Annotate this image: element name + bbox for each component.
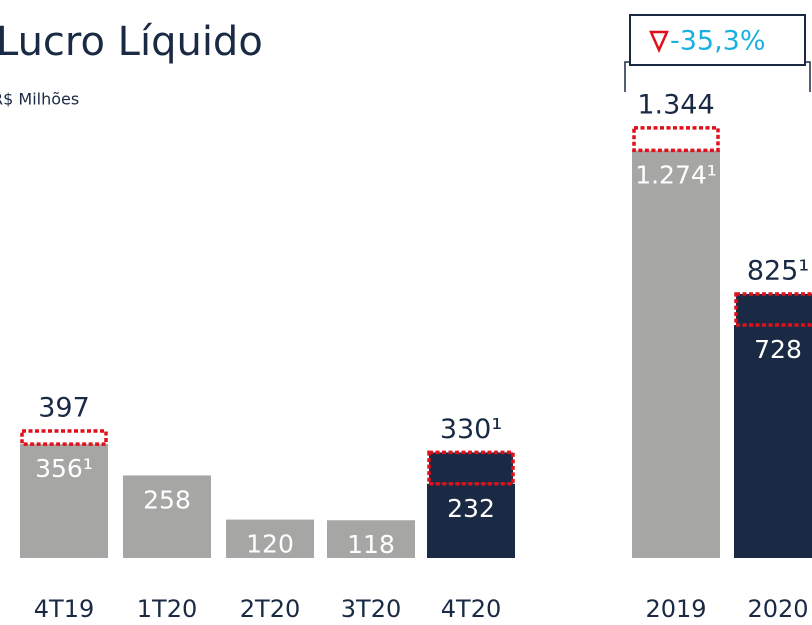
difference-box	[632, 126, 720, 153]
value-label: 232	[447, 494, 495, 523]
difference-box	[427, 450, 515, 486]
callout-box	[629, 14, 806, 66]
difference-box	[734, 292, 812, 327]
x-tick-label: 4T19	[34, 595, 94, 623]
bar	[327, 520, 415, 558]
x-tick-label: 1T20	[137, 595, 197, 623]
bar	[20, 444, 108, 558]
value-label: 356¹	[35, 454, 93, 483]
x-tick-label: 3T20	[341, 595, 401, 623]
bar	[123, 475, 211, 558]
total-label: 397	[38, 392, 90, 423]
value-label: 258	[143, 485, 191, 514]
value-label: 118	[347, 530, 395, 559]
down-icon	[649, 30, 669, 54]
total-label: 330¹	[440, 414, 502, 445]
bar	[632, 150, 720, 558]
value-label: 1.274¹	[635, 160, 717, 189]
x-tick-label: 2019	[645, 595, 706, 623]
chart-subtitle: R$ Milhões	[0, 90, 79, 109]
change-label: -35,3%	[670, 26, 766, 57]
bar	[427, 483, 515, 558]
bar	[734, 325, 812, 558]
bracket	[805, 61, 811, 92]
difference-box	[20, 429, 108, 446]
bar	[226, 519, 314, 558]
value-label: 728	[754, 335, 802, 364]
x-tick-label: 2T20	[240, 595, 300, 623]
x-tick-label: 4T20	[441, 595, 501, 623]
total-label: 1.344	[637, 89, 714, 120]
value-label: 120	[246, 530, 294, 559]
total-label: 825¹	[747, 256, 809, 287]
bracket	[624, 61, 630, 92]
x-tick-label: 2020	[747, 595, 808, 623]
change-callout: -35,3%	[624, 14, 811, 92]
chart-title: Lucro Líquido	[0, 19, 263, 65]
